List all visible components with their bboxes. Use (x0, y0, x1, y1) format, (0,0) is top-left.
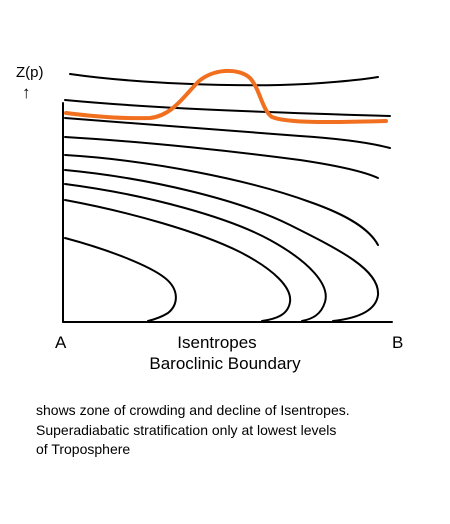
isentrope-9 (64, 237, 177, 322)
diagram-title-baroclinic: Baroclinic Boundary (149, 354, 301, 373)
isentrope-6 (64, 169, 380, 322)
isentrope-7 (64, 183, 327, 322)
label-b: B (392, 333, 404, 352)
isentrope-1 (69, 73, 379, 87)
caption-line-3: of Troposphere (36, 441, 131, 457)
diagram-title-isentropes: Isentropes (177, 333, 257, 352)
caption: shows zone of crowding and decline of Is… (36, 401, 450, 460)
isentrope-4 (64, 136, 379, 179)
caption-line-2: Superadiabatic stratification only at lo… (36, 421, 337, 438)
caption-line-1: shows zone of crowding and decline of Is… (36, 402, 350, 418)
y-axis-arrow-icon: ↑ (22, 83, 31, 102)
isentrope-3 (64, 117, 391, 149)
highlighted-isentrope-curve (64, 69, 388, 125)
label-a: A (55, 333, 67, 352)
isentrope-5 (64, 154, 379, 246)
isentrope-8 (64, 199, 292, 322)
y-axis-label: Z(p) (16, 64, 44, 81)
isentrope-2 (64, 99, 391, 117)
